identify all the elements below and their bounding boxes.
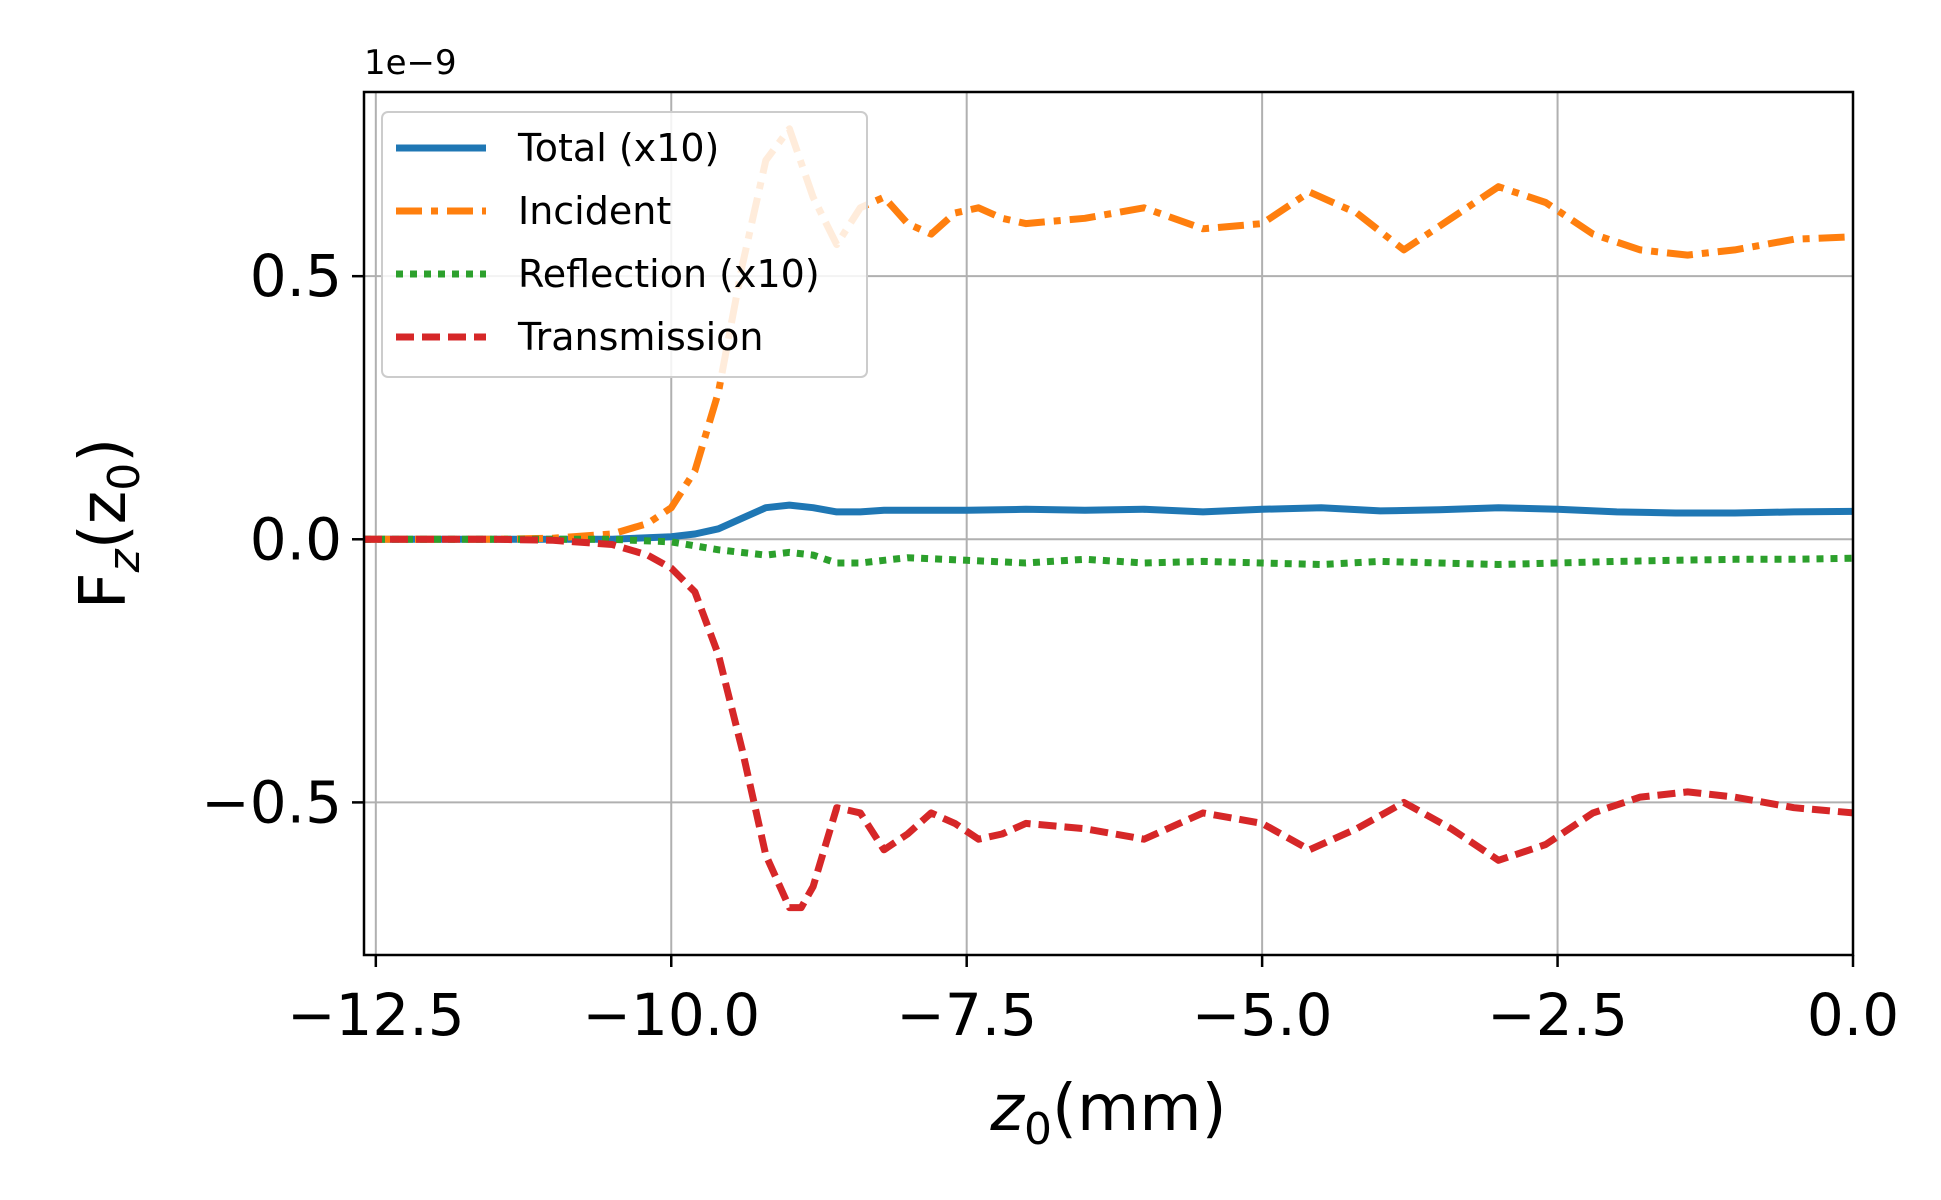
legend-label: Reflection (x10) xyxy=(518,252,820,296)
x-axis-label: z0(mm) xyxy=(989,1072,1226,1155)
legend-box xyxy=(381,111,868,378)
y-tick-label: 0.5 xyxy=(250,242,342,310)
x-axis-label-unit: (mm) xyxy=(1052,1072,1227,1146)
x-tick-label: 0.0 xyxy=(1807,981,1899,1049)
x-tick-label: −7.5 xyxy=(896,981,1037,1049)
legend-label: Transmission xyxy=(517,315,763,359)
y-offset-label: 1e−9 xyxy=(364,43,457,83)
y-axis-label-close: ) xyxy=(67,438,141,463)
legend: Total (x10) Incident Reflection (x10) Trans… xyxy=(381,111,868,378)
x-tick-label: −5.0 xyxy=(1192,981,1333,1049)
series-line-4 xyxy=(364,535,1854,912)
x-axis-label-subscript: 0 xyxy=(1024,1104,1052,1155)
ticks: −12.5 −10.0 −7.5 −5.0 −2.5 0.0 −0.5 0.0 0.5 xyxy=(201,242,1899,1049)
y-axis-label-argument: (z xyxy=(67,491,141,550)
series-line-2 xyxy=(364,125,1854,543)
y-axis-label-symbol: F xyxy=(67,572,141,609)
legend-label: Incident xyxy=(518,189,671,233)
x-tick-label: −12.5 xyxy=(287,981,465,1049)
y-tick-label: −0.5 xyxy=(201,768,342,836)
x-tick-label: −10.0 xyxy=(582,981,760,1049)
legend-label: Total (x10) xyxy=(517,126,719,170)
y-axis-label: Fz(z0) xyxy=(67,438,150,609)
y-axis-label-subscript: z xyxy=(99,548,150,573)
series-line-3 xyxy=(364,535,1854,568)
x-axis-label-symbol: z xyxy=(989,1072,1025,1146)
x-tick-label: −2.5 xyxy=(1487,981,1628,1049)
series-layer xyxy=(364,125,1854,912)
plot-frame xyxy=(362,90,1855,957)
y-axis-label-argument-subscript: 0 xyxy=(99,463,150,491)
y-tick-label: 0.0 xyxy=(250,505,342,573)
series-line-1 xyxy=(364,501,1854,543)
